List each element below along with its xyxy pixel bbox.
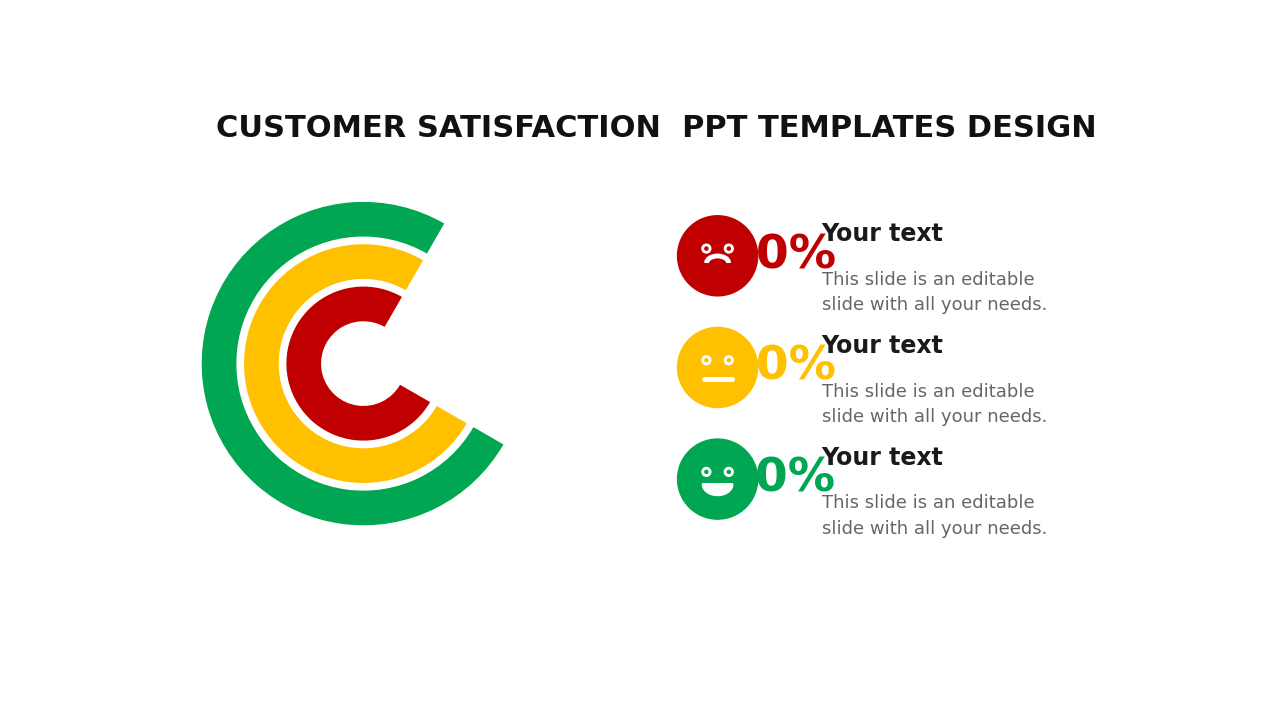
Circle shape xyxy=(677,439,758,519)
Circle shape xyxy=(677,328,758,408)
Polygon shape xyxy=(703,485,733,495)
Circle shape xyxy=(705,470,708,474)
Wedge shape xyxy=(244,244,467,483)
Text: Your text: Your text xyxy=(822,446,943,469)
Circle shape xyxy=(701,356,710,364)
Circle shape xyxy=(724,244,733,253)
Circle shape xyxy=(705,247,708,250)
Circle shape xyxy=(701,467,710,477)
Wedge shape xyxy=(287,287,430,441)
Text: 60%: 60% xyxy=(723,233,836,279)
Circle shape xyxy=(727,247,731,250)
Text: This slide is an editable
slide with all your needs.: This slide is an editable slide with all… xyxy=(822,383,1047,426)
Circle shape xyxy=(727,359,731,361)
Circle shape xyxy=(724,467,733,477)
Text: Your text: Your text xyxy=(822,222,943,246)
Circle shape xyxy=(724,356,733,364)
Text: CUSTOMER SATISFACTION  PPT TEMPLATES DESIGN: CUSTOMER SATISFACTION PPT TEMPLATES DESI… xyxy=(216,114,1096,143)
Text: Your text: Your text xyxy=(822,334,943,358)
Text: This slide is an editable
slide with all your needs.: This slide is an editable slide with all… xyxy=(822,271,1047,314)
Circle shape xyxy=(677,216,758,296)
Text: 80%: 80% xyxy=(723,345,836,390)
Text: 90%: 90% xyxy=(723,456,836,502)
Circle shape xyxy=(705,359,708,361)
Circle shape xyxy=(701,244,710,253)
Wedge shape xyxy=(202,202,503,526)
Circle shape xyxy=(727,470,731,474)
Text: This slide is an editable
slide with all your needs.: This slide is an editable slide with all… xyxy=(822,495,1047,538)
